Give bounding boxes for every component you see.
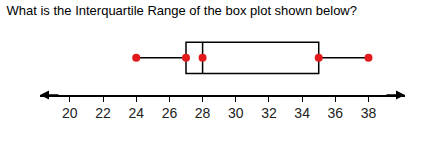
svg-text:26: 26 (162, 105, 178, 121)
svg-text:24: 24 (128, 105, 144, 121)
svg-text:What is the Interquartile Rang: What is the Interquartile Range of the b… (7, 3, 358, 18)
svg-text:38: 38 (361, 105, 377, 121)
svg-text:28: 28 (195, 105, 211, 121)
svg-text:20: 20 (62, 105, 78, 121)
svg-text:30: 30 (228, 105, 244, 121)
svg-text:32: 32 (261, 105, 277, 121)
svg-text:34: 34 (294, 105, 310, 121)
svg-text:22: 22 (95, 105, 111, 121)
svg-text:36: 36 (328, 105, 344, 121)
